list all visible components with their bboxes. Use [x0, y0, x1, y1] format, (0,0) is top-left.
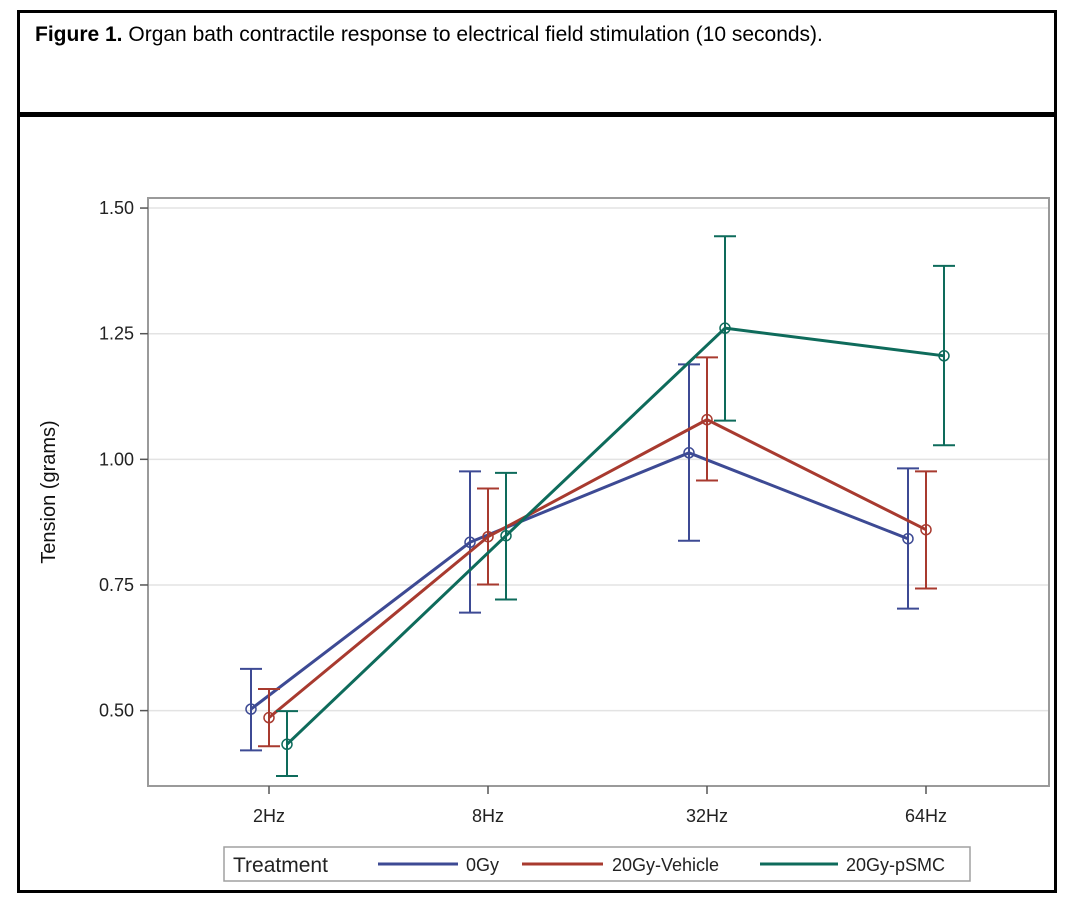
x-tick-label: 8Hz: [472, 806, 504, 826]
y-tick-label: 1.25: [99, 324, 134, 344]
y-axis-label: Tension (grams): [38, 420, 60, 563]
series-line: [268, 418, 927, 719]
data-point: [245, 703, 257, 715]
x-axis: 2Hz 8Hz 32Hz 64Hz: [253, 786, 947, 826]
figure-caption: Figure 1. Organ bath contractile respons…: [35, 23, 823, 47]
data-point: [719, 322, 731, 334]
legend-box: [223, 846, 971, 882]
figure-frame: Figure 1. Organ bath contractile respons…: [17, 10, 1057, 893]
legend-entry: 0Gy: [466, 855, 499, 875]
caption-label: Figure 1.: [35, 23, 123, 46]
plot-area: [147, 197, 1050, 787]
legend-entry: 20Gy-Vehicle: [612, 855, 719, 875]
legend-title: Treatment: [233, 854, 328, 877]
data-point: [683, 447, 695, 459]
series-line: [250, 451, 909, 711]
data-point: [938, 350, 950, 362]
caption-box: Figure 1. Organ bath contractile respons…: [20, 13, 1054, 117]
data-point: [281, 738, 293, 751]
x-tick-label: 2Hz: [253, 806, 285, 826]
y-tick-label: 0.75: [99, 575, 134, 595]
x-tick-label: 32Hz: [686, 806, 728, 826]
series-layer: [240, 235, 955, 777]
series-0Gy: [240, 363, 919, 752]
data-point: [464, 536, 476, 549]
data-point: [902, 532, 914, 545]
data-point: [482, 530, 494, 543]
y-tick-label: 1.00: [99, 449, 134, 469]
grid-lines: [148, 207, 1049, 712]
series-20Gy-Vehicle: [258, 356, 937, 748]
y-tick-label: 1.50: [99, 198, 134, 218]
series-20Gy-pSMC: [276, 235, 955, 777]
data-point: [920, 523, 932, 536]
data-point: [263, 711, 275, 724]
legend: Treatment 0Gy 20Gy-Vehicle 20Gy-pSMC: [223, 846, 971, 882]
data-point: [701, 413, 713, 426]
data-point: [500, 529, 512, 542]
legend-entry: 20Gy-pSMC: [846, 855, 945, 875]
caption-text: Organ bath contractile response to elect…: [122, 23, 823, 46]
series-line: [285, 326, 945, 746]
y-axis: 0.50 0.75 1.00 1.25 1.50: [99, 198, 148, 721]
y-tick-label: 0.50: [99, 701, 134, 721]
x-tick-label: 64Hz: [905, 806, 947, 826]
